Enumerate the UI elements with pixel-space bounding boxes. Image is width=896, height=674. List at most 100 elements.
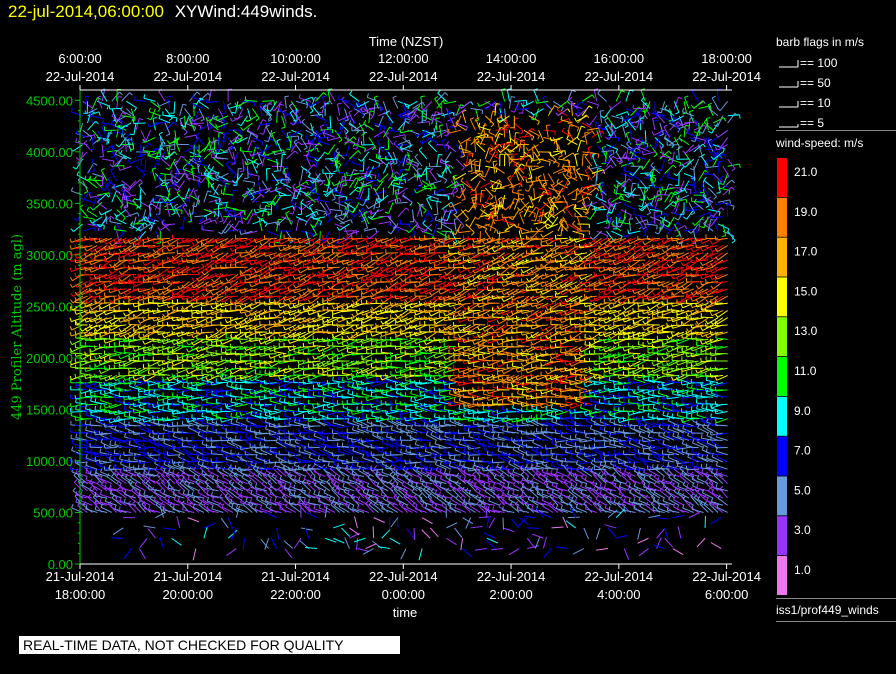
wind-barb [143,393,156,398]
wind-barb [167,502,180,506]
wind-barb [80,373,93,376]
wind-barb [164,498,176,506]
wind-barb [517,226,530,232]
wind-barb [114,245,127,249]
wind-barb [158,338,171,344]
wind-barb [121,115,134,118]
wind-barb [260,154,272,160]
wind-barb [119,165,132,171]
wind-barb [191,168,195,181]
wind-barb [169,505,180,513]
wind-barb [141,503,151,513]
wind-barb [120,122,132,130]
wind-barb [187,177,200,182]
wind-barb [265,324,277,331]
wind-barb [338,231,341,244]
wind-barb [156,481,166,492]
title-plot-name: XYWind:449winds. [174,2,318,21]
wind-barb [182,509,195,513]
wind-barb [97,483,108,492]
wind-barb [130,476,142,485]
wind-barb [134,484,146,492]
wind-barb [193,338,205,346]
wind-barb [176,192,185,203]
wind-barb [85,302,98,308]
wind-barb [135,165,146,175]
wind-barb [420,96,423,109]
wind-barb [138,447,151,450]
wind-barb [124,295,137,300]
wind-barb [85,429,98,434]
wind-barb [192,295,205,302]
wind-barb [111,151,119,163]
wind-barb [507,418,520,420]
wind-barb [148,488,161,492]
wind-barb [478,100,491,107]
wind-barb [278,231,283,244]
wind-barb [148,431,161,434]
wind-barb [537,177,544,189]
wind-barb [111,108,117,120]
wind-barb [367,96,379,102]
wind-barb [349,93,360,102]
wind-barb [100,374,112,380]
wind-barb [534,209,540,222]
wind-barb [318,346,331,352]
wind-barb [154,491,166,499]
wind-barb [86,324,98,332]
wind-barb [95,459,108,463]
wind-barb [158,331,171,336]
wind-barb [92,115,105,120]
wind-barb [536,259,549,262]
wind-barb [172,331,185,336]
wind-barb [162,388,175,391]
wind-barb [334,180,341,193]
wind-barb [500,89,506,102]
wind-barb [187,324,200,328]
wind-barb [385,134,394,145]
wind-barb [81,324,93,332]
wind-barb [124,139,127,152]
wind-barb [235,101,239,114]
wind-barb [281,205,294,211]
wind-barb [508,96,512,109]
wind-barb [336,103,341,116]
wind-barb [504,252,515,261]
wind-barb [148,111,161,117]
wind-barb [104,353,117,355]
wind-barb [138,468,151,470]
wind-barb [192,103,205,110]
wind-barb [162,223,175,226]
wind-barb [427,142,438,153]
wind-barb [137,230,147,241]
wind-barb [114,237,127,243]
wind-barb [90,295,103,298]
wind-barb [182,252,195,258]
wind-barb [432,223,438,236]
wind-barb [246,130,258,138]
wind-barb [109,252,122,256]
wind-barb [85,338,98,342]
wind-barb [169,194,180,202]
wind-barb [478,425,491,428]
wind-barb [134,374,146,381]
wind-barb [148,410,161,414]
wind-barb [95,281,108,287]
wind-barb [382,302,394,310]
wind-barb [105,338,117,344]
wind-barb [100,324,112,330]
wind-barb [274,374,287,377]
wind-barb [167,454,180,457]
wind-barb [344,173,347,186]
wind-barb [148,122,161,128]
wind-barb [148,509,161,513]
wind-barb [160,475,171,484]
wind-barb [75,494,88,499]
wind-barb [348,123,360,131]
wind-barb [153,338,166,343]
wind-barb [173,288,185,296]
wind-barb [96,245,108,253]
wind-barb [310,113,323,117]
wind-barb [120,237,132,244]
wind-barb [70,410,83,413]
